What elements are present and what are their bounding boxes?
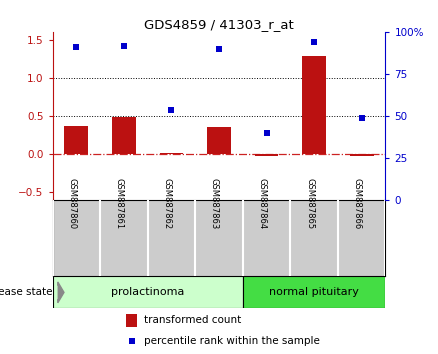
Point	[168, 107, 175, 113]
Text: GSM887860: GSM887860	[67, 178, 76, 229]
Bar	[243, 276, 385, 308]
Text: prolactinoma: prolactinoma	[111, 287, 184, 297]
Text: GSM887862: GSM887862	[162, 178, 171, 229]
Bar	[53, 276, 243, 308]
Text: GSM887861: GSM887861	[115, 178, 124, 229]
Point	[128, 338, 135, 344]
Point	[215, 46, 223, 51]
Bar	[159, 153, 184, 154]
Point	[311, 39, 318, 45]
Text: GSM887863: GSM887863	[210, 178, 219, 229]
Text: percentile rank within the sample: percentile rank within the sample	[144, 336, 320, 346]
Point	[358, 115, 365, 121]
Point	[73, 44, 80, 50]
Text: GSM887864: GSM887864	[258, 178, 267, 229]
Text: normal pituitary: normal pituitary	[269, 287, 359, 297]
Text: disease state: disease state	[0, 287, 53, 297]
Bar	[302, 56, 326, 154]
Bar	[254, 154, 279, 156]
Point	[263, 131, 270, 136]
Point	[120, 43, 127, 48]
Text: GSM887866: GSM887866	[353, 178, 362, 229]
Title: GDS4859 / 41303_r_at: GDS4859 / 41303_r_at	[144, 18, 294, 31]
Bar	[207, 127, 231, 154]
Bar	[112, 118, 136, 154]
FancyArrow shape	[58, 282, 64, 303]
Text: GSM887865: GSM887865	[305, 178, 314, 229]
Bar	[350, 154, 374, 156]
Text: transformed count: transformed count	[144, 315, 241, 325]
Bar	[126, 314, 138, 327]
Bar	[64, 126, 88, 154]
